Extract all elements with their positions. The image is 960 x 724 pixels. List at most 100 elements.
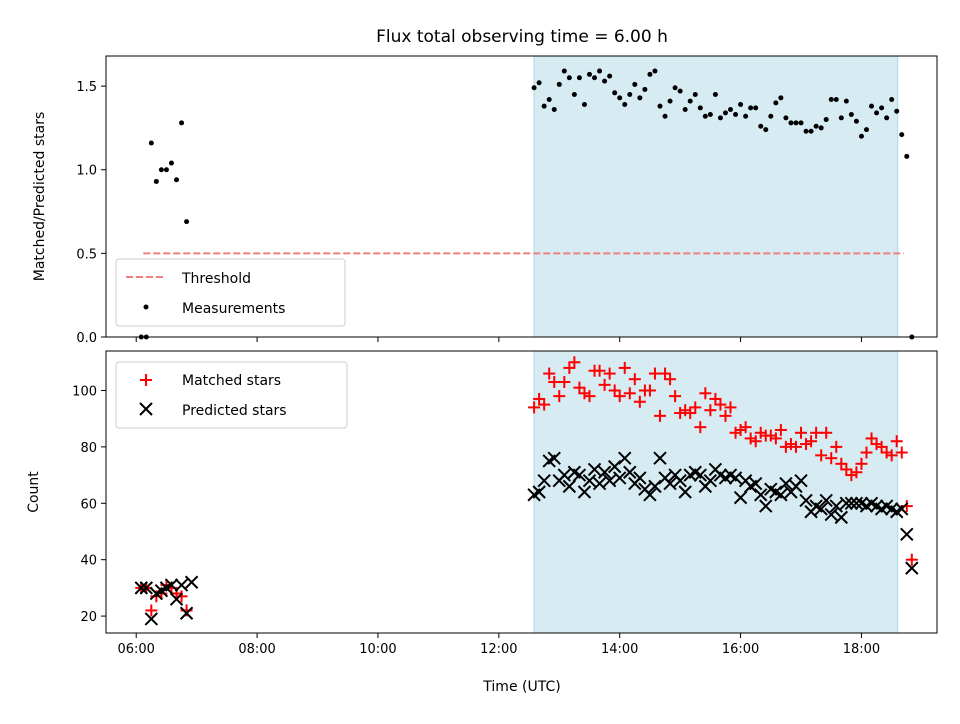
predicted-star-point: [844, 496, 859, 510]
measurement-point: [692, 91, 698, 97]
measurement-point: [612, 90, 618, 96]
matched-star-point: [699, 387, 712, 400]
matched-star-point: [810, 426, 823, 439]
matched-star-point: [820, 426, 833, 439]
matched-star-point: [815, 449, 828, 462]
ratio-legend-box: [115, 258, 346, 327]
matched-star-point: [548, 376, 561, 389]
measurement-point: [556, 81, 562, 87]
matched-star-point: [633, 395, 646, 408]
ratio-y-ticks: 0.0 0.5 1.0 1.5: [76, 80, 106, 346]
y-tick-label: 20: [80, 610, 97, 625]
measurement-point: [607, 73, 613, 79]
measurement-point: [833, 96, 839, 102]
measurement-point: [904, 153, 910, 159]
matched-star-point: [175, 590, 188, 603]
predicted-star-point: [144, 612, 159, 626]
measurement-point: [702, 113, 708, 119]
measurement-point: [778, 95, 784, 101]
predicted-star-point: [179, 606, 194, 620]
measurement-point: [838, 115, 844, 121]
measurements-legend-swatch: [143, 304, 149, 310]
predicted-star-point: [839, 496, 854, 510]
matched-star-point: [784, 438, 797, 451]
matched-star-point: [563, 361, 576, 374]
measurement-point: [823, 117, 829, 123]
y-tick-label: 0.5: [76, 247, 97, 262]
predicted-star-point: [633, 471, 647, 485]
measurement-point: [622, 102, 628, 108]
predicted-star-point: [607, 459, 622, 474]
matched-star-point: [860, 446, 873, 459]
matched-star-point: [573, 381, 586, 394]
measurement-point: [576, 75, 582, 81]
matched-star-point: [850, 466, 863, 479]
ratio-panel: 0.0 0.5 1.0 1.5 Matched/Predicted stars Thr…: [32, 55, 938, 346]
measurement-point: [682, 107, 688, 113]
measurement-point: [179, 120, 185, 126]
measurement-point: [642, 86, 648, 92]
predicted-star-point: [799, 493, 813, 508]
y-tick-label: 100: [72, 384, 97, 399]
matched-star-point: [659, 367, 672, 380]
matched-star-point: [800, 438, 813, 451]
measurement-point: [813, 123, 819, 129]
matched-star-point: [714, 398, 727, 411]
predicted-star-point: [748, 476, 763, 491]
measurement-point: [783, 115, 789, 121]
predicted-star-point: [673, 474, 687, 488]
measurement-point: [148, 140, 154, 146]
measurement-point: [863, 127, 869, 133]
measurement-point: [848, 112, 854, 118]
measurement-point: [541, 103, 547, 109]
measurement-point: [773, 100, 779, 106]
matched-star-point: [704, 404, 717, 417]
matched-star-point: [855, 457, 868, 470]
measurement-point: [717, 115, 723, 121]
measurement-point: [546, 96, 552, 102]
matched-star-point: [528, 401, 541, 414]
matched-star-point: [669, 390, 682, 403]
predicted-star-point: [587, 462, 602, 477]
count-legend: Matched stars Predicted stars: [115, 361, 348, 429]
matched-star-point: [654, 409, 666, 422]
matched-star-point: [623, 387, 636, 400]
chart-title: Flux total observing time = 6.00 h: [376, 27, 668, 47]
predicted-star-point: [814, 502, 828, 516]
measurement-point: [667, 98, 673, 104]
measurement-point: [153, 178, 159, 184]
measurement-point: [874, 110, 880, 116]
predicted-star-point: [184, 575, 199, 589]
predicted-star-point: [582, 474, 597, 488]
measurement-point: [869, 103, 875, 109]
y-tick-label: 1.0: [76, 164, 97, 179]
matched-star-point: [805, 435, 818, 448]
matched-star-point: [694, 421, 707, 434]
predicted-star-point: [532, 485, 546, 499]
matched-star-point: [719, 409, 732, 422]
predicted-legend-swatch: [139, 402, 153, 416]
measurement-point: [853, 118, 859, 124]
x-tick-label: 08:00: [238, 642, 275, 657]
measurement-point: [753, 105, 759, 111]
x-tick-label: 06:00: [117, 642, 154, 657]
measurement-point: [662, 113, 668, 119]
x-tick-label: 10:00: [359, 642, 396, 657]
measurement-point: [657, 103, 663, 109]
measurement-point: [884, 115, 890, 121]
measurement-point: [561, 68, 567, 74]
y-tick-label: 60: [80, 497, 97, 512]
measurement-point: [768, 113, 774, 119]
measurement-point: [687, 98, 693, 104]
count-y-label: Count: [26, 471, 42, 513]
ratio-legend: Threshold Measurements: [115, 258, 346, 327]
predicted-star-point: [794, 474, 808, 488]
measurement-point: [793, 120, 799, 126]
matched-star-point: [689, 401, 702, 414]
matched-star-point: [608, 384, 621, 397]
predicted-star-point: [703, 474, 718, 488]
matched-star-point: [145, 604, 158, 617]
matched-star-point: [684, 407, 697, 420]
matched-star-point: [533, 392, 546, 405]
